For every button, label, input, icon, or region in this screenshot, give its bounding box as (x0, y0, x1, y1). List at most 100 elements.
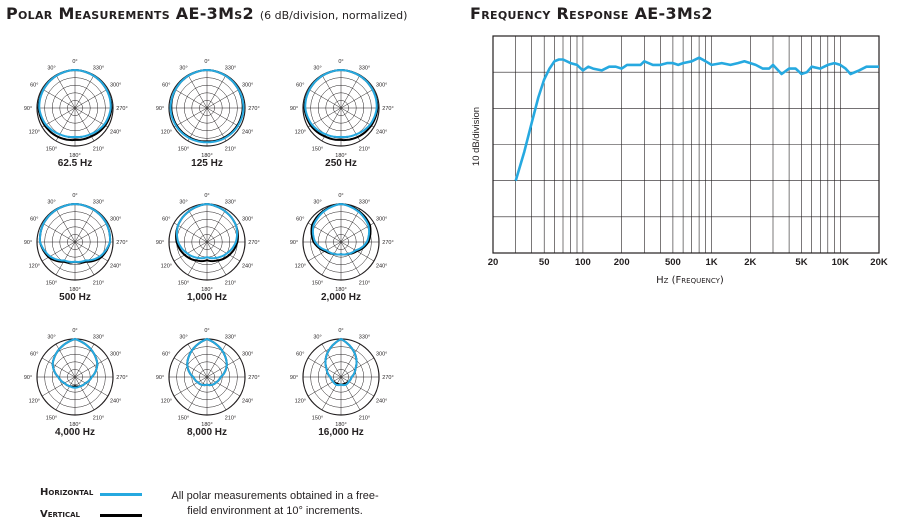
polar-angle-label: 0° (72, 193, 77, 199)
polar-grid-spoke (41, 107, 76, 128)
legend-horizontal-label: Horizontal (40, 487, 94, 498)
x-tick-label: 10K (832, 257, 850, 268)
polar-angle-label: 150° (46, 147, 57, 153)
polar-angle-label: 30° (179, 199, 187, 205)
polar-angle-label: 300° (110, 352, 121, 358)
polar-angle-label: 210° (225, 147, 236, 153)
polar-angle-label: 330° (225, 334, 236, 340)
polar-grid-spoke (206, 241, 241, 262)
polar-grid-spoke (55, 107, 76, 142)
x-tick-label: 5K (795, 257, 807, 268)
polar-grid-spoke (307, 107, 342, 128)
polar-frequency-label: 62.5 Hz (58, 158, 92, 169)
polar-grid-spoke (340, 208, 361, 243)
polar-angle-label: 330° (359, 334, 370, 340)
polar-grid-spoke (74, 241, 109, 262)
polar-angle-label: 240° (376, 130, 387, 136)
x-tick-label: 1K (706, 257, 718, 268)
polar-angle-label: 270° (248, 106, 259, 112)
polar-angle-label: 180° (69, 153, 80, 159)
polar-angle-label: 30° (47, 199, 55, 205)
polar-angle-label: 180° (201, 287, 212, 293)
polar-angle-label: 240° (242, 399, 253, 405)
polar-angle-label: 60° (30, 352, 38, 358)
polar-grid-spoke (307, 376, 342, 397)
polar-grid-spoke (55, 208, 76, 243)
polar-plot-7: 0° 30° 60° 90° 120° 150° 180° 210° 240° 270° 300° 3… (24, 328, 128, 438)
polar-grid-spoke (173, 107, 208, 128)
polar-grid-spoke (340, 74, 361, 109)
polar-angle-label: 60° (162, 352, 170, 358)
polar-grid-spoke (206, 88, 241, 109)
polar-angle-label: 60° (162, 83, 170, 89)
polar-grid-spoke (74, 376, 95, 411)
frequency-response-title: Frequency Response AE-3Ms2 (470, 4, 713, 23)
polar-angle-label: 90° (156, 240, 164, 246)
polar-plot-3: 0° 30° 60° 90° 120° 150° 180° 210° 240° 270° 300° 3… (290, 59, 394, 169)
polar-angle-label: 270° (116, 106, 127, 112)
polar-frequency-label: 250 Hz (325, 158, 357, 169)
polar-angle-label: 180° (201, 422, 212, 428)
polar-grid-spoke (41, 376, 76, 397)
x-tick-label: 2K (744, 257, 756, 268)
polar-grid-spoke (340, 88, 375, 109)
polar-angle-label: 120° (161, 264, 172, 270)
polar-angle-label: 120° (295, 130, 306, 136)
polar-angle-label: 0° (338, 328, 343, 334)
measurement-note-line-1: All polar measurements obtained in a fre… (171, 490, 379, 502)
polar-angle-label: 300° (376, 217, 387, 223)
y-axis-label: 10 dB/division (471, 107, 482, 166)
polar-angle-label: 210° (225, 416, 236, 422)
polar-frequency-label: 125 Hz (191, 158, 223, 169)
polar-angle-label: 270° (248, 375, 259, 381)
polar-angle-label: 90° (24, 240, 32, 246)
polar-angle-label: 150° (312, 281, 323, 287)
polar-angle-label: 30° (313, 65, 321, 71)
polar-grid-spoke (55, 376, 76, 411)
polar-grid-spoke (41, 222, 76, 243)
polar-grid-spoke (307, 88, 342, 109)
polar-grid-spoke (55, 241, 76, 276)
polar-angle-label: 240° (376, 399, 387, 405)
polar-angle-label: 0° (204, 59, 209, 65)
polar-angle-label: 30° (179, 65, 187, 71)
polar-angle-label: 150° (178, 416, 189, 422)
polar-grid-spoke (340, 343, 361, 378)
polar-angle-label: 30° (179, 334, 187, 340)
polar-angle-label: 300° (242, 352, 253, 358)
polar-angle-label: 210° (93, 147, 104, 153)
polar-angle-label: 240° (110, 264, 121, 270)
polar-angle-label: 120° (295, 264, 306, 270)
polar-angle-label: 330° (93, 334, 104, 340)
polar-grid-spoke (74, 88, 109, 109)
polar-grid-spoke (206, 107, 241, 128)
polar-frequency-label: 500 Hz (59, 292, 91, 303)
polar-angle-label: 90° (290, 240, 298, 246)
polar-grid-spoke (55, 74, 76, 109)
x-axis-label: Hz (Frequency) (656, 275, 724, 286)
polar-frequency-label: 16,000 Hz (318, 427, 364, 438)
polar-grid-spoke (74, 107, 109, 128)
polar-horizontal-curve (311, 202, 371, 256)
polar-grid-spoke (74, 376, 109, 397)
polar-frequency-label: 1,000 Hz (187, 292, 227, 303)
x-tick-label: 200 (614, 257, 630, 268)
polar-angle-label: 150° (178, 281, 189, 287)
polar-plot-8: 0° 30° 60° 90° 120° 150° 180° 210° 240° 270° 300° 3… (156, 328, 260, 438)
polar-angle-label: 0° (72, 328, 77, 334)
polar-angle-label: 90° (290, 375, 298, 381)
legend-vertical-label: Vertical (40, 509, 80, 520)
x-tick-label: 100 (575, 257, 591, 268)
polar-angle-label: 150° (178, 147, 189, 153)
polar-angle-label: 240° (242, 130, 253, 136)
polar-angle-label: 210° (359, 416, 370, 422)
polar-angle-label: 30° (47, 65, 55, 71)
polar-angle-label: 300° (242, 83, 253, 89)
polar-grid-spoke (173, 376, 208, 397)
polar-grid-spoke (206, 343, 227, 378)
polar-angle-label: 270° (382, 375, 393, 381)
polar-angle-label: 180° (69, 287, 80, 293)
polar-angle-label: 300° (376, 352, 387, 358)
polar-angle-label: 90° (24, 106, 32, 112)
polar-angle-label: 60° (30, 217, 38, 223)
